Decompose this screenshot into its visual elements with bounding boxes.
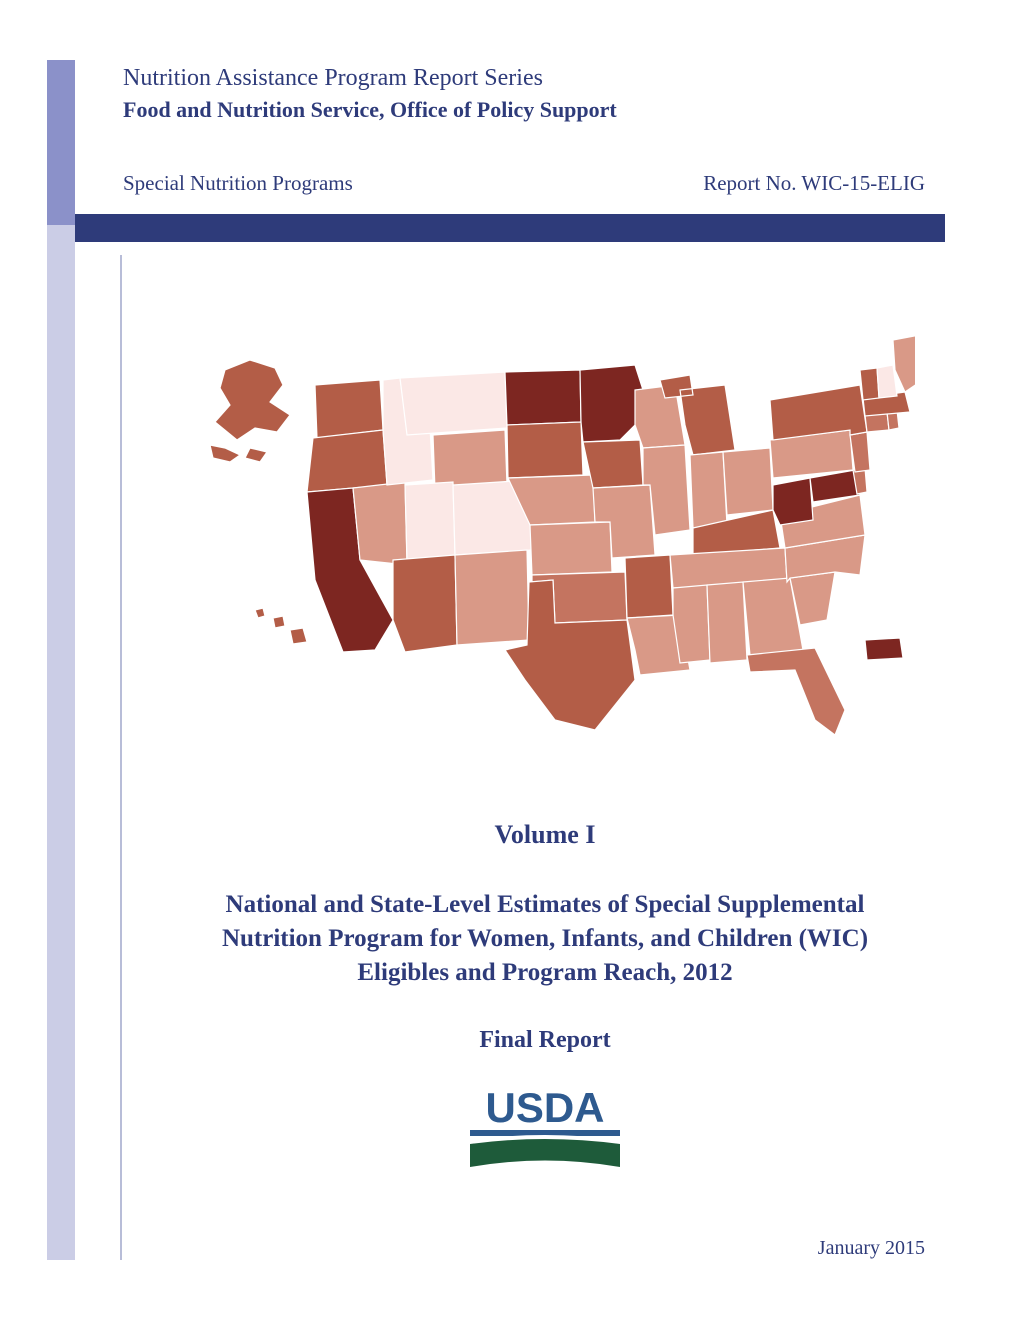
usda-logo-svg: USDA bbox=[460, 1082, 630, 1172]
state-wy bbox=[433, 430, 507, 490]
state-oh bbox=[723, 448, 773, 515]
state-ia bbox=[583, 440, 643, 488]
state-ut bbox=[405, 482, 455, 560]
program-name: Special Nutrition Programs bbox=[123, 171, 353, 196]
usda-logo: USDA bbox=[460, 1082, 630, 1177]
state-ms bbox=[673, 585, 710, 663]
state-mt bbox=[400, 372, 507, 435]
title-block: Volume I National and State-Level Estima… bbox=[195, 820, 895, 1177]
report-cover-page: Nutrition Assistance Program Report Seri… bbox=[75, 60, 945, 1260]
state-sd bbox=[507, 422, 583, 478]
map-svg bbox=[195, 330, 915, 760]
state-mn bbox=[580, 365, 643, 442]
header-band bbox=[75, 214, 945, 242]
main-title: National and State-Level Estimates of Sp… bbox=[195, 888, 895, 989]
state-in bbox=[690, 452, 727, 528]
state-nh bbox=[877, 365, 897, 398]
state-nm bbox=[455, 550, 529, 645]
state-vt bbox=[860, 368, 879, 400]
state-az bbox=[393, 555, 457, 652]
usda-swoosh-1 bbox=[470, 1137, 620, 1167]
state-or bbox=[307, 430, 387, 492]
us-choropleth-map bbox=[195, 330, 915, 760]
state-hawaii bbox=[255, 608, 307, 644]
office-subtitle: Food and Nutrition Service, Office of Po… bbox=[123, 97, 945, 123]
state-ny bbox=[770, 385, 867, 440]
state-ar bbox=[625, 555, 673, 618]
left-accent-bar-bottom bbox=[47, 225, 75, 1260]
volume-label: Volume I bbox=[195, 820, 895, 850]
subheader-row: Special Nutrition Programs Report No. WI… bbox=[123, 171, 925, 196]
state-wv bbox=[773, 478, 813, 525]
state-alaska bbox=[210, 360, 290, 462]
state-wa bbox=[315, 380, 383, 438]
state-al bbox=[707, 582, 747, 663]
vertical-divider bbox=[120, 255, 122, 1260]
usda-text: USDA bbox=[485, 1084, 604, 1131]
state-nd bbox=[505, 370, 581, 425]
state-me bbox=[893, 335, 915, 392]
state-fl bbox=[747, 648, 845, 735]
state-pr bbox=[865, 638, 903, 660]
final-report-label: Final Report bbox=[195, 1027, 895, 1054]
report-number: Report No. WIC-15-ELIG bbox=[703, 171, 925, 196]
series-title: Nutrition Assistance Program Report Seri… bbox=[123, 65, 945, 92]
left-accent-bar-top bbox=[47, 60, 75, 225]
state-nv bbox=[353, 482, 407, 565]
state-ks bbox=[530, 522, 612, 575]
publication-date: January 2015 bbox=[818, 1237, 925, 1260]
